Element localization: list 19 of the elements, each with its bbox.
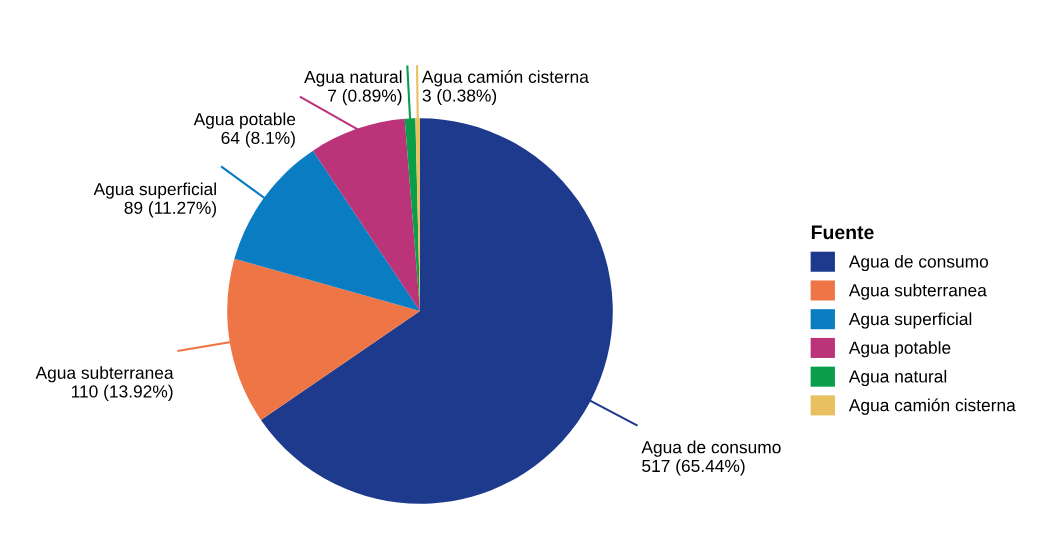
data-label: 7 (0.89%)	[328, 89, 402, 106]
slice-label: Agua potable	[193, 112, 296, 129]
data-label: 89 (11.27%)	[124, 201, 217, 218]
slice-label: Agua de consumo	[641, 440, 781, 457]
legend-label: Agua potable	[848, 341, 951, 358]
slice-label: Agua camión cisterna	[421, 70, 589, 87]
data-label: 64 (8.1%)	[221, 131, 295, 148]
slice-label: Agua superficial	[93, 182, 216, 199]
data-label: 517 (65.44%)	[642, 459, 745, 476]
legend-label: Agua de consumo	[848, 254, 989, 272]
data-label: 110 (13.92%)	[71, 384, 173, 402]
legend-title: Fuente	[811, 225, 874, 240]
legend-label: Agua camión cisterna	[848, 398, 1016, 415]
data-label: 3 (0.38%)	[422, 88, 497, 106]
slice-label: Agua subterranea	[35, 366, 174, 383]
legend-label: Agua subterranea	[848, 283, 987, 300]
slice-label: Agua natural	[304, 70, 402, 87]
legend-label: Agua superficial	[848, 312, 972, 329]
legend-label: Agua natural	[848, 369, 947, 387]
